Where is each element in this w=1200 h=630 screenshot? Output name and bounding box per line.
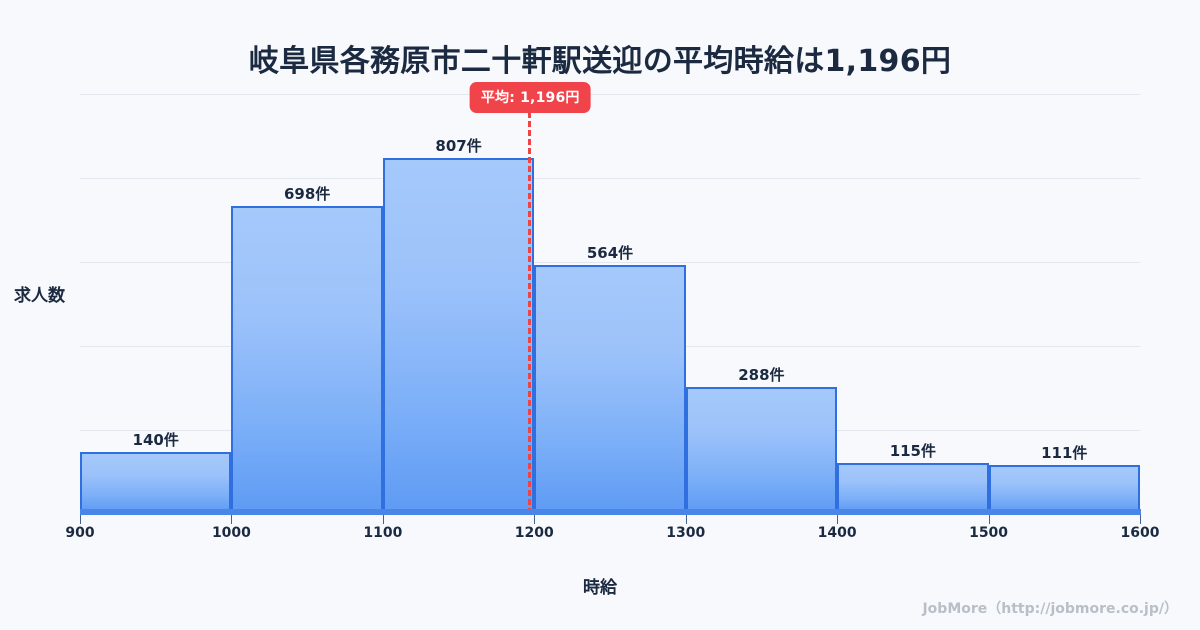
x-axis-tick [231, 515, 233, 524]
footer-credit: JobMore（http://jobmore.co.jp/） [922, 601, 1178, 617]
bar-value-label: 807件 [435, 136, 482, 155]
x-axis-line [80, 509, 1141, 515]
page-title: 岐阜県各務原市二十軒駅送迎の平均時給は1,196円 [248, 44, 952, 79]
histogram-bar[interactable] [80, 452, 232, 514]
bar-value-label: 111件 [1041, 443, 1088, 462]
x-axis-title: 時給 [583, 578, 617, 598]
histogram-bar[interactable] [837, 463, 989, 514]
histogram-bar[interactable] [231, 205, 383, 514]
x-axis-tick [534, 515, 536, 524]
x-axis-tick-label: 1300 [666, 525, 706, 541]
histogram-bar[interactable] [382, 157, 535, 514]
bar-value-label: 115件 [889, 442, 936, 461]
gridline [80, 94, 1140, 96]
x-axis-tick [382, 515, 384, 524]
x-axis-tick-label: 1000 [211, 525, 251, 541]
x-axis-tick-label: 1600 [1120, 525, 1160, 541]
y-axis-title: 求人数 [14, 286, 65, 306]
gridline [80, 262, 1140, 264]
histogram-bar[interactable] [685, 386, 838, 514]
x-axis-tick-label: 1400 [817, 525, 857, 541]
x-axis-tick [685, 515, 687, 524]
histogram-bar[interactable] [534, 264, 686, 514]
x-axis-tick-label: 1200 [514, 525, 554, 541]
bar-value-label: 288件 [738, 365, 785, 384]
x-axis-tick-label: 900 [65, 525, 95, 541]
x-axis-tick-label: 1500 [969, 525, 1009, 541]
x-axis-tick-label: 1100 [363, 525, 403, 541]
average-line [528, 112, 532, 514]
bar-value-label: 140件 [132, 431, 179, 450]
bar-value-label: 564件 [586, 243, 634, 262]
x-axis-tick [837, 515, 839, 524]
gridline [80, 178, 1140, 180]
average-badge: 平均: 1,196円 [469, 82, 591, 113]
x-axis-tick [80, 515, 81, 524]
bar-value-label: 698件 [283, 184, 331, 203]
histogram-bar[interactable] [988, 464, 1140, 514]
x-axis-tick [988, 515, 990, 524]
x-axis-tick [1140, 515, 1141, 524]
plot-area: 140件 698件 807件 564件 288件 115件 111件 平均: 1,196円 [80, 82, 1140, 514]
